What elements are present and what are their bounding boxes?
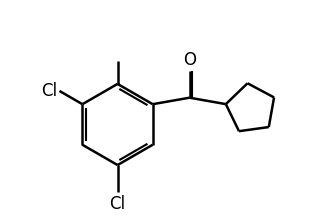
Text: Cl: Cl	[109, 195, 126, 213]
Text: O: O	[183, 51, 196, 69]
Text: Cl: Cl	[41, 82, 57, 100]
